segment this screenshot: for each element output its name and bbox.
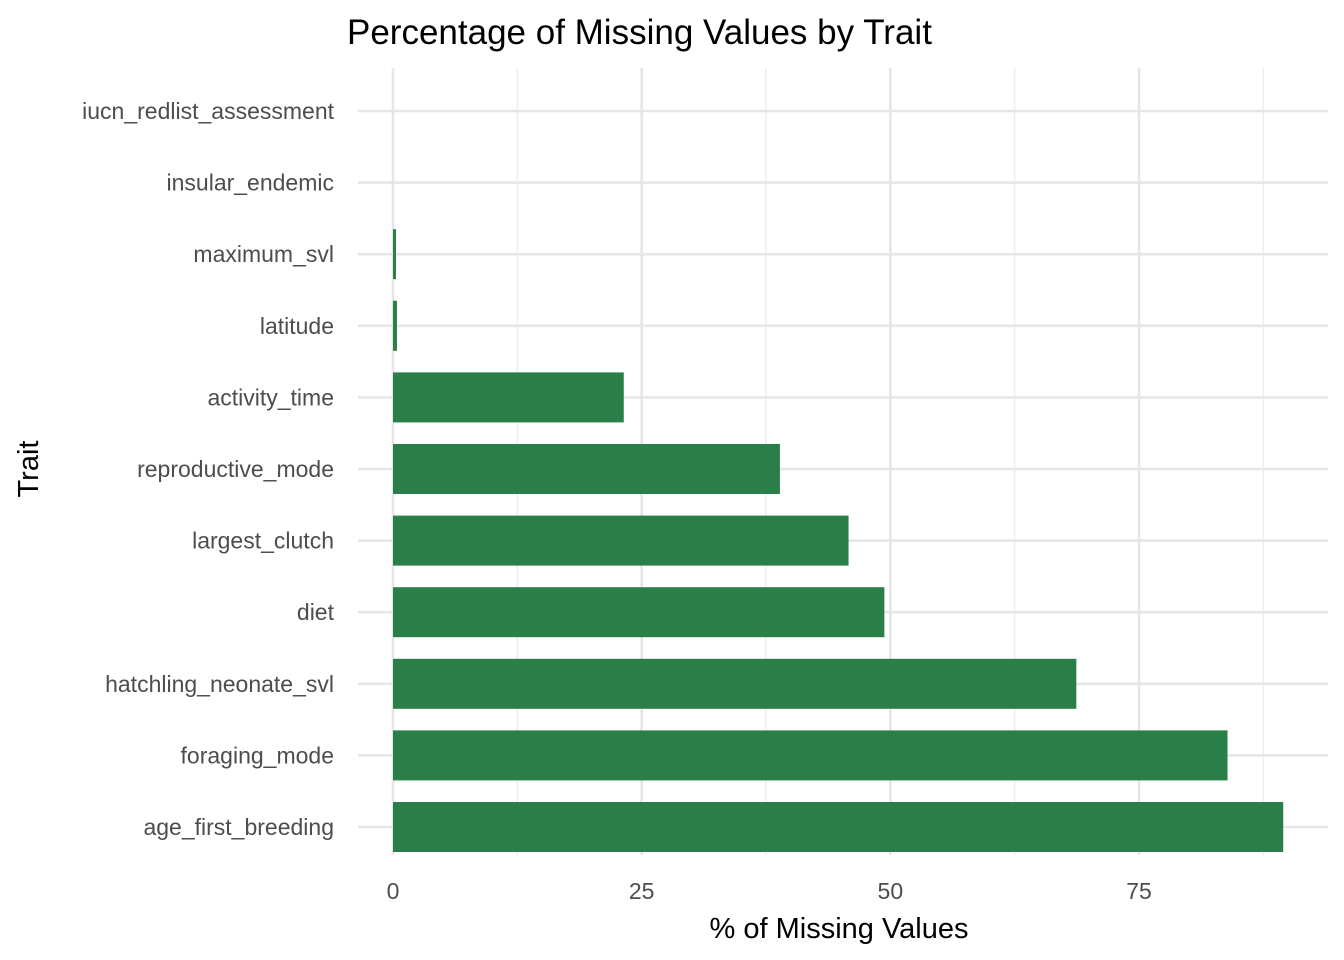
y-tick-label: maximum_svl (193, 241, 334, 267)
bar-latitude (393, 300, 397, 351)
x-axis-label: % of Missing Values (710, 913, 969, 945)
y-tick-label: hatchling_neonate_svl (105, 671, 334, 697)
bar-age_first_breeding (393, 802, 1284, 852)
bar-reproductive_mode (393, 444, 780, 494)
y-tick-label: activity_time (207, 384, 334, 410)
y-tick-label: foraging_mode (181, 742, 334, 768)
bar-activity_time (393, 372, 624, 423)
y-tick-label: latitude (260, 313, 334, 339)
bar-maximum_svl (393, 229, 396, 280)
y-tick-label: largest_clutch (192, 528, 334, 554)
bar-hatchling_neonate_svl (393, 658, 1077, 709)
y-tick-label: insular_endemic (167, 170, 334, 196)
bar-foraging_mode (393, 730, 1228, 781)
bar-diet (393, 587, 885, 638)
x-tick-label: 0 (387, 878, 400, 904)
x-tick-label: 25 (629, 878, 655, 904)
x-tick-label: 75 (1126, 878, 1152, 904)
y-tick-label: iucn_redlist_assessment (82, 98, 334, 124)
bar-largest_clutch (393, 515, 849, 566)
y-axis-label: Trait (13, 441, 45, 498)
x-tick-label: 50 (878, 878, 904, 904)
y-tick-label: age_first_breeding (143, 814, 334, 840)
y-tick-label: diet (297, 599, 335, 625)
y-tick-label: reproductive_mode (137, 456, 334, 482)
chart-title: Percentage of Missing Values by Trait (347, 13, 932, 52)
